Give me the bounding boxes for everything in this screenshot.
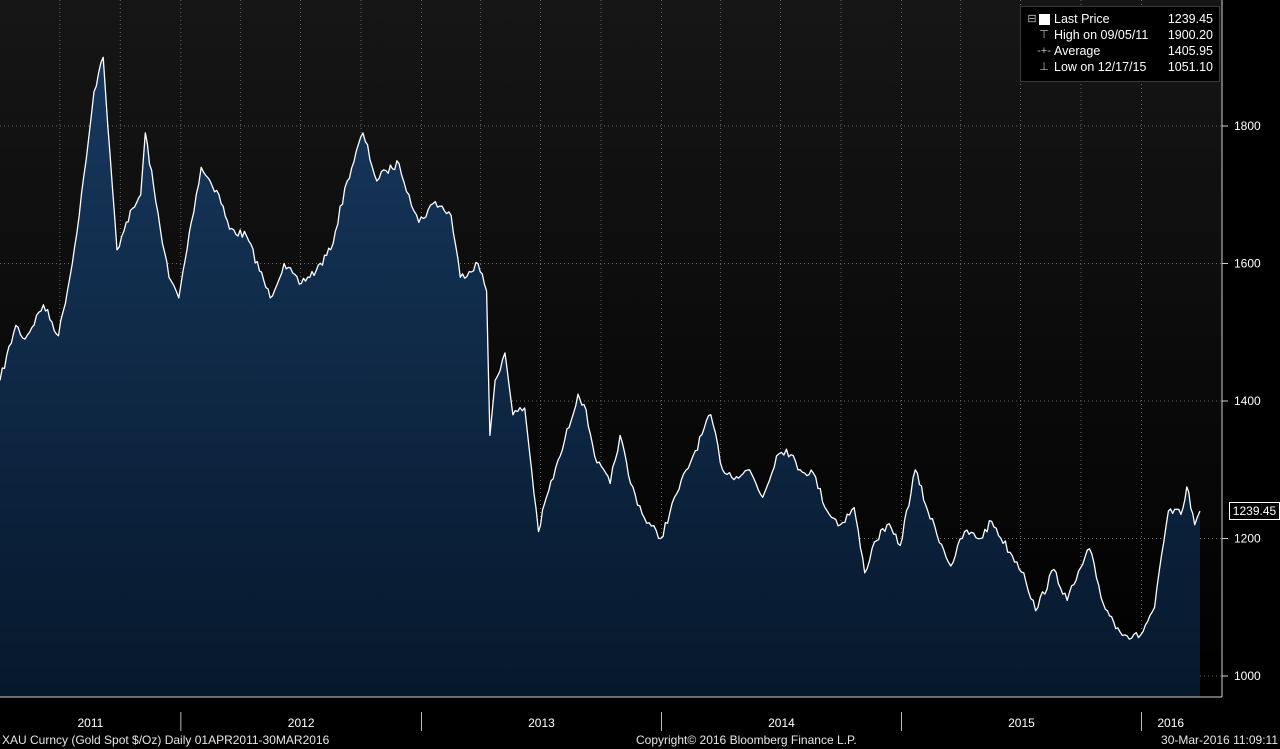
legend-average-value: 1405.95: [1167, 44, 1213, 58]
low-marker-icon: ⊥: [1039, 61, 1049, 73]
x-axis: 2011 2012 2013 2014 2015 2016: [78, 712, 1184, 731]
legend-last-value: 1239.45: [1167, 12, 1213, 26]
legend-high-value: 1900.20: [1167, 28, 1213, 42]
legend-high: ⊤ High on 09/05/11 1900.20: [1021, 27, 1219, 43]
x-tick-label-2013: 2013: [528, 716, 555, 730]
legend-last-label: Last Price: [1054, 12, 1110, 26]
high-marker-icon: ⊤: [1039, 29, 1049, 41]
y-tick-label-1600: 1600: [1234, 257, 1261, 271]
legend-last-price: ⊟ Last Price 1239.45: [1021, 11, 1219, 27]
y-tick-label-1000: 1000: [1234, 669, 1261, 683]
y-tick-label-1200: 1200: [1234, 532, 1261, 546]
price-area: [0, 57, 1200, 698]
legend: ⊟ Last Price 1239.45 ⊤ High on 09/05/11 …: [1020, 6, 1220, 82]
collapse-icon[interactable]: ⊟: [1027, 13, 1037, 25]
legend-low-label: Low on 12/17/15: [1054, 60, 1147, 74]
price-line: [0, 56, 1201, 640]
x-tick-label-2011: 2011: [78, 716, 104, 730]
footer-security: XAU Curncy (Gold Spot $/Oz) Daily 01APR2…: [2, 733, 330, 747]
y-tick-label-1400: 1400: [1234, 394, 1261, 408]
footer-copyright: Copyright© 2016 Bloomberg Finance L.P.: [636, 733, 857, 747]
legend-average: -+- Average 1405.95: [1021, 43, 1219, 59]
y-tick-label-1800: 1800: [1234, 119, 1261, 133]
footer-timestamp: 30-Mar-2016 11:09:11: [1161, 733, 1278, 747]
last-price-swatch: [1039, 14, 1050, 25]
legend-low-value: 1051.10: [1167, 60, 1213, 74]
legend-average-label: Average: [1054, 44, 1101, 58]
x-tick-label-2016: 2016: [1157, 716, 1184, 730]
last-price-tag: 1239.45: [1229, 502, 1280, 520]
average-marker-icon: -+-: [1037, 45, 1051, 57]
x-tick-label-2012: 2012: [288, 716, 315, 730]
x-tick-label-2015: 2015: [1008, 716, 1035, 730]
legend-low: ⊥ Low on 12/17/15 1051.10: [1021, 59, 1219, 75]
x-tick-label-2014: 2014: [768, 716, 795, 730]
legend-high-label: High on 09/05/11: [1054, 28, 1149, 42]
y-axis: 1000 1200 1400 1600 1800: [1222, 119, 1261, 683]
